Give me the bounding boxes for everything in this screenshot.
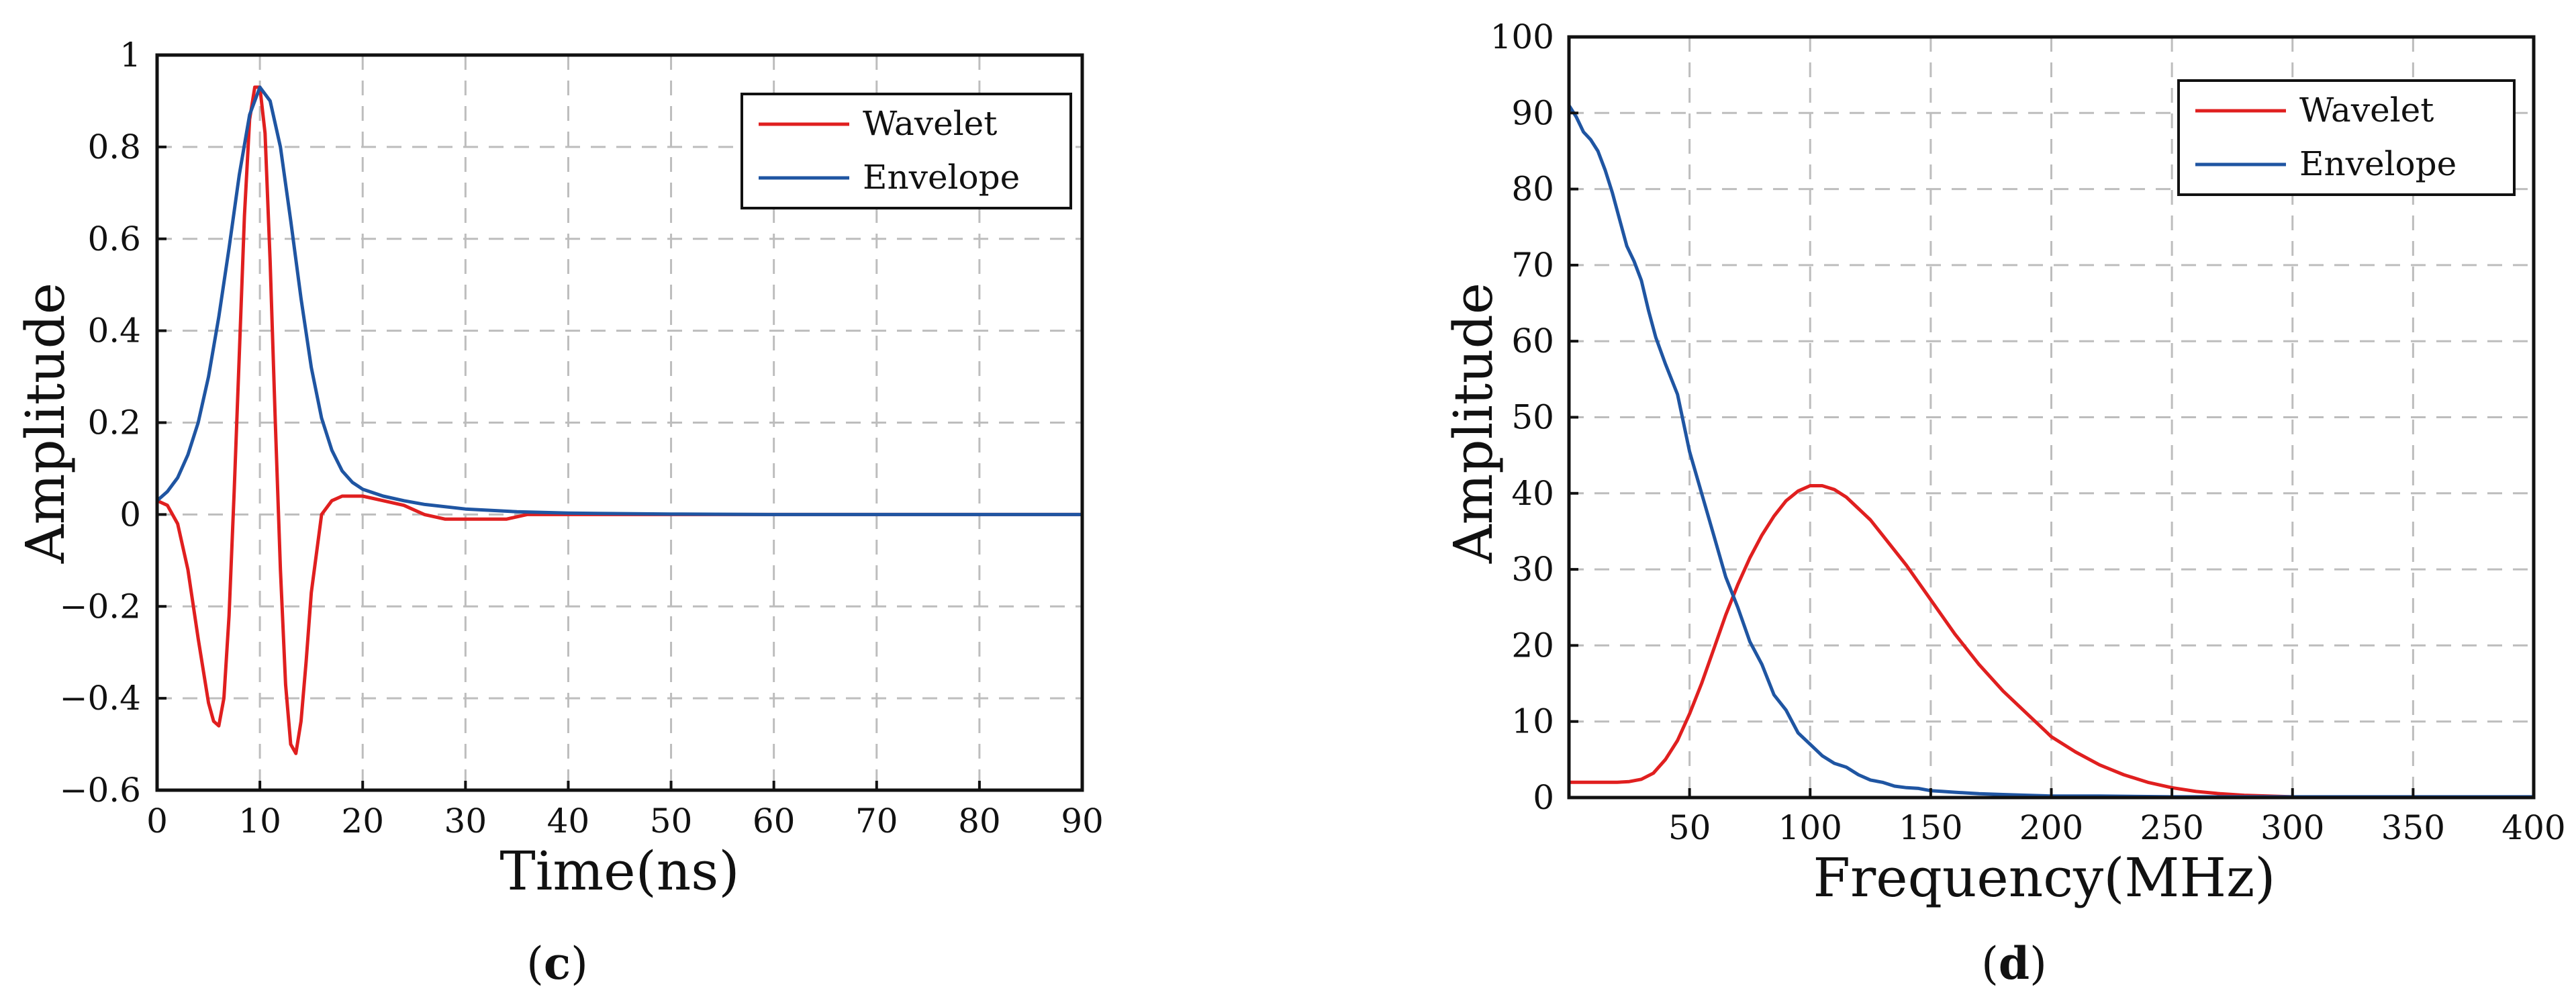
panel-c-legend-label-wavelet: Wavelet bbox=[863, 104, 997, 143]
panel-d-y-tick-label: 30 bbox=[1511, 550, 1554, 589]
panel-c-x-tick-label: 20 bbox=[341, 802, 384, 841]
panel-d-y-tick-label: 0 bbox=[1533, 778, 1554, 817]
panel-c-x-tick-label: 10 bbox=[238, 802, 281, 841]
panel-c-x-axis-label: Time(ns) bbox=[499, 840, 739, 902]
panel-c-series-envelope-line bbox=[157, 85, 1082, 516]
panel-d-x-tick-label: 250 bbox=[2140, 808, 2203, 847]
panel-d-letter: d bbox=[1999, 937, 2030, 990]
panel-c-series-wavelet-line bbox=[157, 85, 1082, 755]
panel-d-y-tick-label: 40 bbox=[1511, 474, 1554, 513]
panel-c-y-tick-label: −0.6 bbox=[60, 771, 141, 810]
panel-d-y-tick-label: 20 bbox=[1511, 626, 1554, 665]
panel-d-x-tick-label: 100 bbox=[1778, 808, 1842, 847]
panel-d-chart: 50 100 150 200 250 300 350 40010090807060504030… bbox=[1442, 17, 2566, 909]
panel-d-x-tick-label: 50 bbox=[1668, 808, 1711, 847]
panel-c-letter: c bbox=[544, 937, 571, 990]
panel-d-y-tick-label: 90 bbox=[1511, 93, 1554, 132]
panel-c-y-tick-label: 0.6 bbox=[87, 220, 141, 258]
panel-c-y-tick-label: −0.4 bbox=[60, 679, 141, 718]
panel-d-series-wavelet-line bbox=[1569, 484, 2534, 798]
panel-d-y-tick-label: 100 bbox=[1490, 17, 1554, 56]
panel-d-legend: Wavelet Envelope bbox=[2177, 79, 2516, 196]
panel-c-x-tick-label: 80 bbox=[958, 802, 1001, 841]
panel-c-y-tick-label: 0.8 bbox=[87, 128, 141, 166]
panel-d-x-tick-label: 400 bbox=[2501, 808, 2565, 847]
panel-c-x-tick-label: 70 bbox=[855, 802, 898, 841]
panel-c-x-tick-label: 0 bbox=[146, 802, 168, 841]
panel-c-x-tick-label: 30 bbox=[444, 802, 487, 841]
panel-c-x-tick-label: 50 bbox=[650, 802, 693, 841]
panel-c-x-tick-label: 40 bbox=[547, 802, 590, 841]
panel-d-x-axis-label: Frequency(MHz) bbox=[1813, 847, 2276, 909]
panel-c-chart: 0 10 20 30 40 50 60 70 80 90 1 0.8 0.6 0.4 0.2 0 −0.2 −0.… bbox=[14, 36, 1104, 902]
panel-d-x-tick-label: 150 bbox=[1899, 808, 1962, 847]
panel-c-caption: (c) bbox=[526, 937, 588, 990]
panel-d-x-tick-label: 200 bbox=[2019, 808, 2083, 847]
panel-c-legend-box bbox=[741, 93, 1072, 209]
panel-c-legend-label-envelope: Envelope bbox=[863, 158, 1020, 197]
panel-d-series-envelope-line bbox=[1569, 103, 2534, 798]
panel-d-y-tick-label: 60 bbox=[1511, 322, 1554, 361]
panel-d-y-axis-label: Amplitude bbox=[1442, 283, 1505, 564]
panel-c-y-tick-label: 0 bbox=[120, 495, 141, 534]
panel-d-y-tick-label: 50 bbox=[1511, 398, 1554, 437]
panel-c-y-axis-label: Amplitude bbox=[14, 283, 77, 564]
panel-d-legend-box bbox=[2177, 79, 2516, 196]
panel-d-x-tick-label: 350 bbox=[2381, 808, 2445, 847]
panel-c-y-tick-label: 1 bbox=[120, 36, 141, 75]
panel-c-y-tick-label: 0.2 bbox=[87, 403, 141, 442]
panel-d-legend-label-envelope: Envelope bbox=[2299, 144, 2456, 183]
panel-c-y-tick-label: −0.2 bbox=[60, 587, 141, 626]
panel-d-x-tick-label: 300 bbox=[2260, 808, 2324, 847]
panel-d-caption: (d) bbox=[1981, 937, 2047, 990]
panel-c-x-tick-label: 90 bbox=[1061, 802, 1104, 841]
panel-d-legend-label-wavelet: Wavelet bbox=[2299, 91, 2434, 130]
panel-d-y-tick-label: 70 bbox=[1511, 246, 1554, 285]
panel-c-x-tick-label: 60 bbox=[753, 802, 796, 841]
panel-c-y-tick-label: 0.4 bbox=[87, 312, 141, 350]
panel-d-y-tick-label: 80 bbox=[1511, 170, 1554, 209]
panel-c-legend: Wavelet Envelope bbox=[741, 93, 1072, 209]
panel-d-y-tick-label: 10 bbox=[1511, 702, 1554, 741]
